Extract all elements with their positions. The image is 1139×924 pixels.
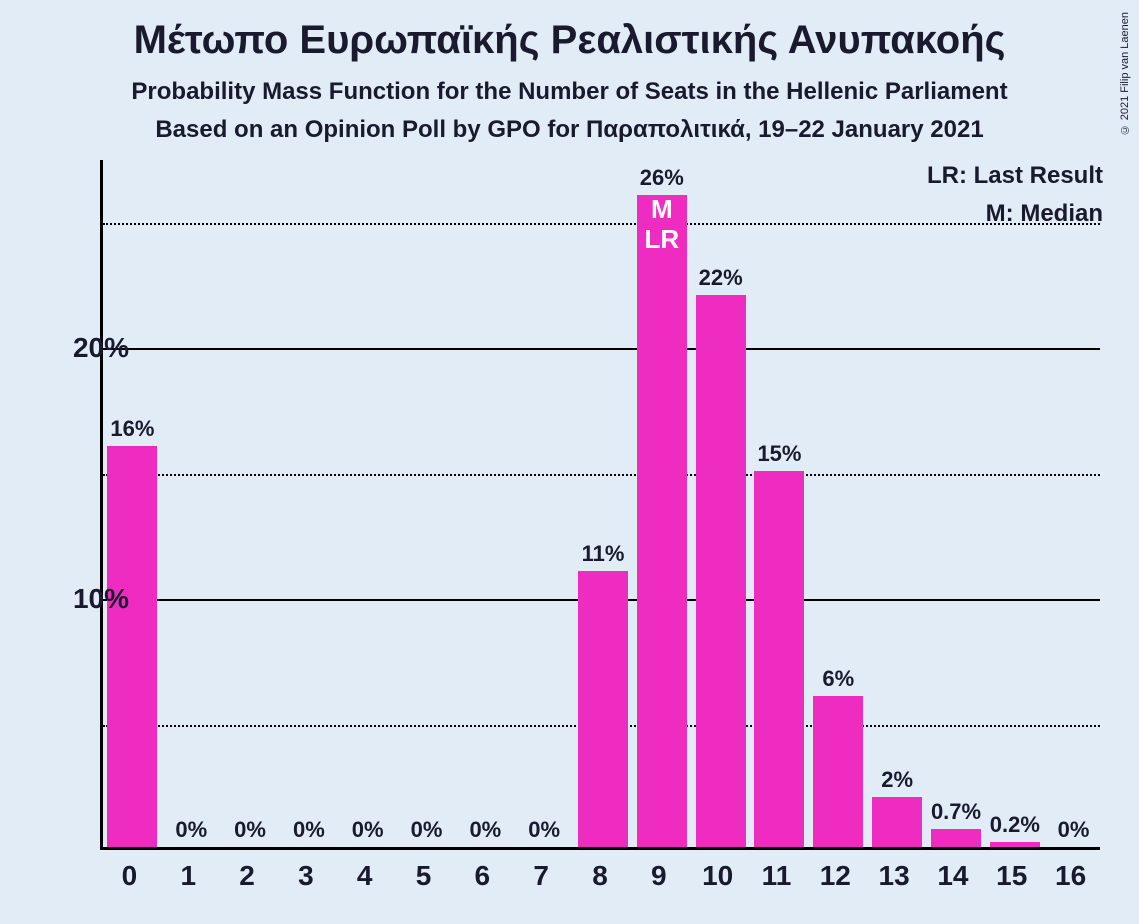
bar-value-label: 0% bbox=[519, 817, 569, 843]
bar-slot: 0% bbox=[343, 160, 393, 847]
plot-area: 16% 0% 0% 0% 0% 0% 0% 0% 11% 26% MLR 22% 15% 6% 2% 0.7%… bbox=[100, 160, 1100, 850]
x-axis-tick-label: 1 bbox=[180, 860, 196, 892]
bars-group: 16% 0% 0% 0% 0% 0% 0% 0% 11% 26% MLR 22% 15% 6% 2% 0.7%… bbox=[103, 160, 1100, 847]
bar-value-label: 0% bbox=[460, 817, 510, 843]
bar bbox=[754, 471, 804, 847]
x-axis-tick-label: 7 bbox=[533, 860, 549, 892]
y-axis-tick-label: 10% bbox=[73, 583, 129, 615]
bar-value-label: 11% bbox=[578, 541, 628, 567]
x-axis-tick-label: 2 bbox=[239, 860, 255, 892]
x-axis-tick-label: 13 bbox=[879, 860, 910, 892]
bar bbox=[107, 446, 157, 847]
x-axis-tick-label: 4 bbox=[357, 860, 373, 892]
bar-slot: 16% bbox=[107, 160, 157, 847]
bar-value-label: 22% bbox=[696, 265, 746, 291]
bar-value-label: 0% bbox=[284, 817, 334, 843]
bar-slot: 0% bbox=[284, 160, 334, 847]
bar-slot: 2% bbox=[872, 160, 922, 847]
bar bbox=[872, 797, 922, 847]
bar bbox=[813, 696, 863, 847]
chart-subtitle-2: Based on an Opinion Poll by GPO for Παρα… bbox=[0, 116, 1139, 144]
bar-slot: 26% MLR bbox=[637, 160, 687, 847]
x-axis-tick-label: 15 bbox=[996, 860, 1027, 892]
x-axis-tick-label: 8 bbox=[592, 860, 608, 892]
bar bbox=[578, 571, 628, 847]
bar bbox=[990, 842, 1040, 847]
bar bbox=[637, 195, 687, 847]
bar-value-label: 0% bbox=[166, 817, 216, 843]
bar-slot: 6% bbox=[813, 160, 863, 847]
x-axis-tick-label: 0 bbox=[122, 860, 138, 892]
bar-slot: 0.7% bbox=[931, 160, 981, 847]
bar-value-label: 6% bbox=[813, 666, 863, 692]
bar-slot: 15% bbox=[754, 160, 804, 847]
x-axis-tick-label: 5 bbox=[416, 860, 432, 892]
x-axis-tick-label: 10 bbox=[702, 860, 733, 892]
chart-container: Μέτωπο Ευρωπαϊκής Ρεαλιστικής Ανυπακοής … bbox=[0, 0, 1139, 924]
bar-slot: 0% bbox=[460, 160, 510, 847]
chart-title: Μέτωπο Ευρωπαϊκής Ρεαλιστικής Ανυπακοής bbox=[0, 18, 1139, 63]
bar-value-label: 15% bbox=[754, 441, 804, 467]
bar-value-label: 0% bbox=[402, 817, 452, 843]
bar bbox=[696, 295, 746, 847]
bar-slot: 0% bbox=[402, 160, 452, 847]
marker-median: M bbox=[637, 194, 687, 225]
x-axis-tick-label: 14 bbox=[937, 860, 968, 892]
bar-slot: 11% bbox=[578, 160, 628, 847]
bar-slot: 0% bbox=[519, 160, 569, 847]
x-axis-tick-label: 6 bbox=[475, 860, 491, 892]
x-axis-tick-label: 3 bbox=[298, 860, 314, 892]
bar-value-label: 0% bbox=[225, 817, 275, 843]
bar-value-label: 0.7% bbox=[931, 799, 981, 825]
chart-subtitle-1: Probability Mass Function for the Number… bbox=[0, 78, 1139, 106]
y-axis-tick-label: 20% bbox=[73, 332, 129, 364]
bar-value-label: 0% bbox=[343, 817, 393, 843]
bar-value-label: 16% bbox=[107, 416, 157, 442]
x-axis-tick-label: 16 bbox=[1055, 860, 1086, 892]
bar-slot: 22% bbox=[696, 160, 746, 847]
bar-slot: 0% bbox=[166, 160, 216, 847]
bar-value-label: 0% bbox=[1049, 817, 1099, 843]
x-axis-tick-label: 11 bbox=[762, 860, 792, 892]
bar bbox=[931, 829, 981, 847]
bar-value-label: 2% bbox=[872, 767, 922, 793]
bar-value-label: 0.2% bbox=[990, 812, 1040, 838]
bar-slot: 0.2% bbox=[990, 160, 1040, 847]
marker-last-result: LR bbox=[637, 224, 687, 255]
x-axis-tick-label: 9 bbox=[651, 860, 667, 892]
x-axis-tick-label: 12 bbox=[820, 860, 851, 892]
copyright-text: © 2021 Filip van Laenen bbox=[1119, 12, 1131, 135]
bar-value-label: 26% bbox=[637, 165, 687, 191]
bar-slot: 0% bbox=[225, 160, 275, 847]
bar-slot: 0% bbox=[1049, 160, 1099, 847]
